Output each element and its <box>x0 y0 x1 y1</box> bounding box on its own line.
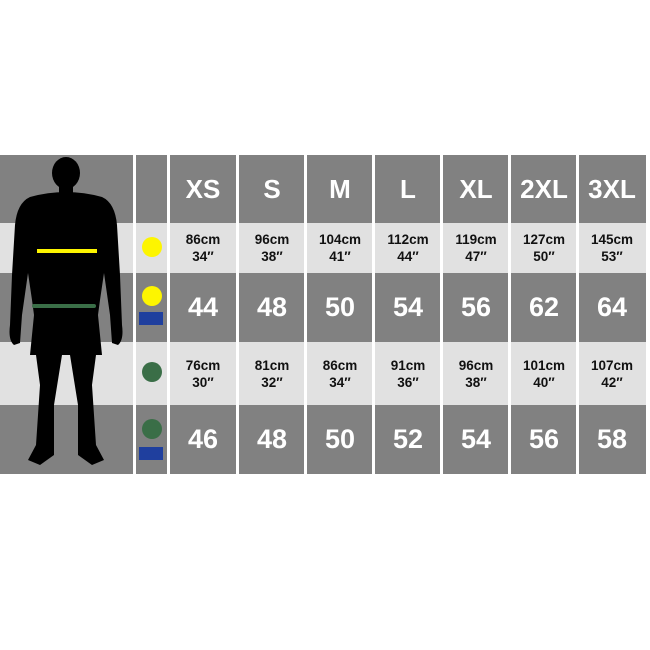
measurement-cm: 127cm <box>522 232 566 247</box>
yellow-circle-chest-marker-icon <box>142 237 162 257</box>
size-header: L <box>400 173 416 204</box>
measurement-in: 42″ <box>601 374 623 390</box>
waist-cell: 81cm 32″ <box>239 342 305 405</box>
column-divider <box>304 155 307 474</box>
chest-cell: 127cm 50″ <box>511 223 577 273</box>
measurement-in: 30″ <box>192 374 214 390</box>
yellow-circle-chest-marker-icon <box>142 286 162 306</box>
waist-eu-cell: 46 <box>187 424 219 454</box>
waist-cell: 91cm 36″ <box>375 342 441 405</box>
chest-cell: 119cm 47″ <box>443 223 509 273</box>
green-circle-waist-marker-icon <box>142 419 162 439</box>
waist-eu-cell: 58 <box>596 424 628 454</box>
chest-eu-cell: 56 <box>460 292 492 322</box>
chest-eu-cell: 48 <box>256 292 288 322</box>
measurement-cm: 96cm <box>458 357 494 373</box>
measurement-in: 47″ <box>465 249 487 264</box>
column-divider <box>440 155 443 474</box>
size-header: S <box>263 173 281 204</box>
column-divider <box>646 155 649 474</box>
measurement-cm: 86cm <box>185 232 221 247</box>
chest-cell: 112cm 44″ <box>375 223 441 273</box>
chest-cell: 145cm 53″ <box>579 223 645 273</box>
chest-cell: 86cm 34″ <box>170 223 236 273</box>
measurement-cm: 81cm <box>254 357 290 373</box>
size-header: 3XL <box>588 173 636 204</box>
eu-flag-icon <box>139 312 163 325</box>
size-header: M <box>329 173 351 204</box>
measurement-cm: 107cm <box>590 357 634 373</box>
chest-eu-cell: 44 <box>187 292 219 322</box>
chest-cell: 104cm 41″ <box>307 223 373 273</box>
male-silhouette-icon <box>9 157 123 465</box>
waist-cell: 86cm 34″ <box>307 342 373 405</box>
eu-flag-icon <box>139 447 163 460</box>
measurement-in: 34″ <box>329 374 351 390</box>
waist-line <box>32 304 96 308</box>
column-divider <box>372 155 375 474</box>
chest-eu-cell: 54 <box>392 292 424 322</box>
measurement-in: 44″ <box>397 249 419 264</box>
chest-eu-cell: 62 <box>528 292 560 322</box>
waist-eu-cell: 50 <box>324 424 356 454</box>
column-divider <box>133 155 136 474</box>
measurement-cm: 112cm <box>387 232 429 247</box>
green-circle-waist-marker-icon <box>142 362 162 382</box>
measurement-cm: 145cm <box>590 232 634 247</box>
measurement-in: 40″ <box>533 374 555 390</box>
waist-eu-cell: 52 <box>392 424 424 454</box>
measurement-cm: 96cm <box>254 232 290 247</box>
size-header: 2XL <box>520 173 568 204</box>
measurement-cm: 76cm <box>185 357 221 373</box>
waist-cm-row <box>0 342 646 405</box>
chest-eu-cell: 50 <box>324 292 356 322</box>
measurement-in: 41″ <box>329 249 351 264</box>
measurement-cm: 104cm <box>318 232 362 247</box>
waist-eu-cell: 56 <box>528 424 560 454</box>
measurement-cm: 101cm <box>522 357 566 373</box>
measurement-in: 50″ <box>533 249 555 264</box>
measurement-cm: 91cm <box>390 357 426 373</box>
measurement-in: 38″ <box>261 249 283 264</box>
size-header: XL <box>459 173 493 204</box>
measurement-cm: 86cm <box>322 357 358 373</box>
waist-cell: 107cm 42″ <box>579 342 645 405</box>
chest-eu-cell: 64 <box>596 292 628 322</box>
waist-eu-row <box>0 405 646 474</box>
waist-cell: 101cm 40″ <box>511 342 577 405</box>
waist-eu-cell: 54 <box>460 424 492 454</box>
size-header: XS <box>185 173 221 204</box>
column-divider <box>576 155 579 474</box>
waist-cell: 76cm 30″ <box>170 342 236 405</box>
measurement-cm: 119cm <box>455 232 497 247</box>
column-divider <box>167 155 170 474</box>
column-divider <box>508 155 511 474</box>
chest-cell: 96cm 38″ <box>239 223 305 273</box>
measurement-in: 32″ <box>261 374 283 390</box>
measurement-in: 34″ <box>192 249 214 264</box>
column-divider <box>236 155 239 474</box>
measurement-in: 36″ <box>397 374 419 390</box>
measurement-in: 53″ <box>601 249 623 264</box>
waist-eu-cell: 48 <box>256 424 288 454</box>
measurement-in: 38″ <box>465 374 487 390</box>
chest-line <box>37 249 97 253</box>
waist-cell: 96cm 38″ <box>443 342 509 405</box>
